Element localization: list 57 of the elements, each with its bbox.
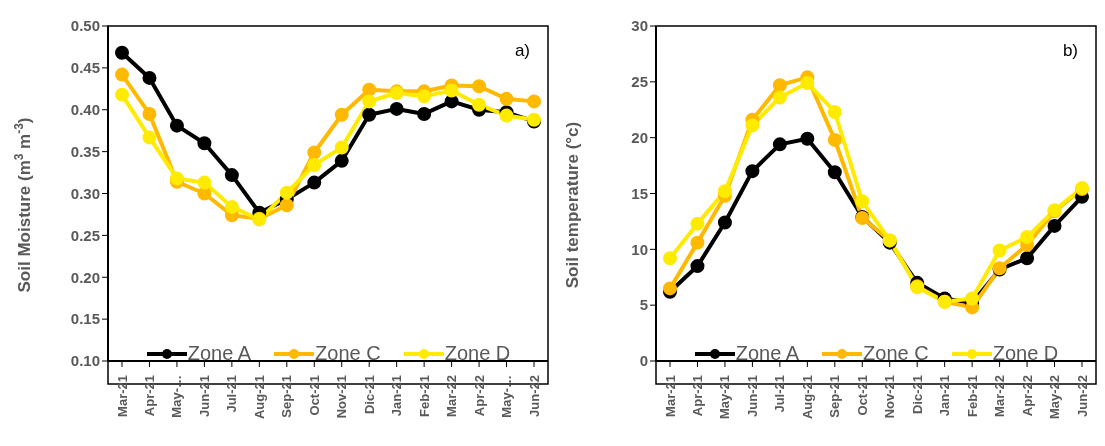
y-tick-label: 20 [631, 128, 648, 146]
y-tick-label: 0.50 [70, 17, 100, 35]
x-tick-label: Jul-21 [224, 375, 240, 413]
x-tick-label: Aug-21 [251, 375, 267, 420]
x-tick-label: Feb-21 [416, 375, 432, 417]
x-tick-label: Jan-21 [937, 375, 953, 417]
x-tick-label: Mar-21 [114, 375, 130, 417]
x-tick-label: Mar-22 [992, 375, 1008, 417]
x-tick-label: May-21 [717, 375, 733, 420]
annotation: b) [1062, 41, 1078, 60]
legend-label: Zone A [187, 342, 252, 365]
x-tick-label: May-… [169, 375, 185, 418]
x-tick-label: Jun-21 [744, 375, 760, 417]
y-tick-label: 0.15 [70, 310, 100, 328]
y-tick-label: 0.45 [70, 59, 100, 77]
y-tick-label: 0.30 [70, 184, 100, 202]
x-tick-label: Dic-21 [909, 375, 925, 415]
x-tick-label: Nov-21 [882, 375, 898, 419]
x-tick-label: Feb-21 [964, 375, 980, 417]
x-tick-label: Dic-21 [361, 375, 377, 415]
x-tick-label: Nov-21 [334, 375, 350, 419]
x-tick-label: May-22 [1047, 375, 1063, 420]
legend-label: Zone D [444, 342, 511, 365]
y-tick-label: 0.20 [70, 268, 100, 286]
y-tick-label: 25 [631, 73, 648, 91]
x-tick-label: Mar-21 [662, 375, 678, 417]
x-tick-label: Jul-21 [772, 375, 788, 413]
legend-label: Zone C [863, 342, 929, 365]
y-tick-label: 0.35 [70, 142, 100, 160]
legend-label: Zone C [315, 342, 381, 365]
x-tick-label: May-… [499, 375, 515, 418]
x-tick-label: Jun-22 [1074, 375, 1090, 417]
annotation: a) [514, 41, 530, 60]
y-tick-label: 0.10 [70, 352, 100, 370]
x-tick-label: Apr-22 [471, 375, 487, 417]
x-tick-label: Jan-21 [389, 375, 405, 417]
x-tick-label: Apr-21 [141, 375, 157, 417]
x-tick-label: Jun-21 [196, 375, 212, 417]
x-tick-label: Apr-22 [1019, 375, 1035, 417]
x-tick-label: Jun-22 [526, 375, 542, 417]
y-axis-title: Soil temperature (°c) [563, 121, 582, 289]
x-tick-label: Mar-22 [444, 375, 460, 417]
y-tick-label: 15 [631, 184, 648, 202]
y-tick-label: 5 [639, 296, 648, 314]
x-tick-label: Sep-21 [827, 375, 843, 418]
x-tick-label: Aug-21 [799, 375, 815, 420]
x-tick-label: Apr-21 [689, 375, 705, 417]
y-tick-label: 10 [631, 240, 648, 258]
legend-label: Zone D [992, 342, 1059, 365]
x-tick-label: Oct-21 [854, 375, 870, 416]
x-tick-label: Oct-21 [306, 375, 322, 416]
y-tick-label: 0.40 [70, 101, 100, 119]
y-tick-label: 30 [631, 17, 648, 35]
y-tick-label: 0 [639, 352, 648, 370]
x-tick-label: Sep-21 [279, 375, 295, 418]
y-tick-label: 0.25 [70, 226, 100, 244]
legend-label: Zone A [735, 342, 800, 365]
